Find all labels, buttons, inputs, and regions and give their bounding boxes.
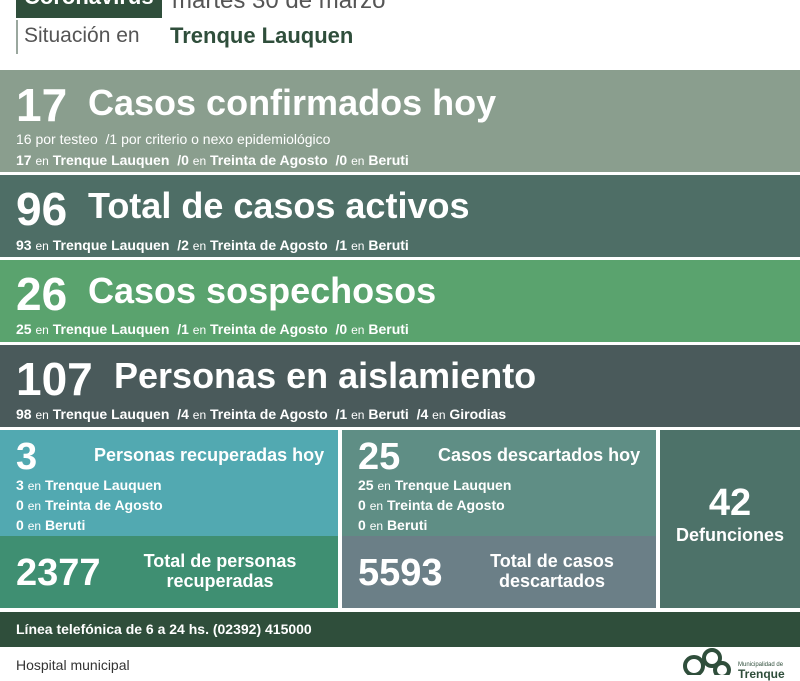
recovered-today-tile: 3 Personas recuperadas hoy 3 en Trenque …: [0, 430, 338, 536]
recovered-total-tile: 2377 Total de personas recuperadas: [0, 536, 338, 608]
confirmed-band: 17 Casos confirmados hoy 16 por testeo /…: [0, 70, 800, 172]
suspected-detail: 25 en Trenque Lauquen /1 en Treinta de A…: [16, 321, 409, 337]
recovered-row: 0 en Beruti: [16, 517, 86, 533]
recovered-row: 3 en Trenque Lauquen: [16, 477, 162, 493]
deaths-count: 42: [708, 482, 752, 524]
discarded-row: 0 en Treinta de Agosto: [358, 497, 505, 513]
hospital-label: Hospital municipal: [16, 657, 130, 673]
active-count: 96: [16, 183, 68, 235]
discarded-row: 0 en Beruti: [358, 517, 428, 533]
discarded-total-label: Total de casos descartados: [490, 551, 614, 591]
recovered-row: 0 en Treinta de Agosto: [16, 497, 163, 513]
header-date: martes 30 de marzo: [172, 0, 386, 14]
confirmed-detail-1: 16 por testeo /1 por criterio o nexo epi…: [16, 131, 331, 147]
phone-line: Línea telefónica de 6 a 24 hs. (02392) 4…: [0, 612, 800, 647]
isolation-detail: 98 en Trenque Lauquen /4 en Treinta de A…: [16, 406, 507, 422]
confirmed-title: Casos confirmados hoy: [88, 82, 497, 123]
situation-label: Situación en: [24, 24, 140, 47]
recovered-total-count: 2377: [16, 552, 101, 594]
active-title: Total de casos activos: [88, 185, 470, 226]
header-divider: [16, 20, 18, 54]
city-name: Trenque Lauquen: [170, 23, 354, 48]
discarded-today-count: 25: [358, 436, 401, 478]
active-detail: 93 en Trenque Lauquen /2 en Treinta de A…: [16, 237, 409, 253]
discarded-total-count: 5593: [358, 552, 443, 594]
isolation-title: Personas en aislamiento: [114, 355, 537, 396]
recovered-today-count: 3: [16, 436, 38, 478]
confirmed-detail-2: 17 en Trenque Lauquen /0 en Treinta de A…: [16, 152, 409, 168]
municipality-logo: Municipalidad de Trenque: [682, 648, 792, 680]
active-band: 96 Total de casos activos 93 en Trenque …: [0, 175, 800, 257]
discarded-total-tile: 5593 Total de casos descartados: [342, 536, 656, 608]
discarded-today-title: Casos descartados hoy: [438, 445, 641, 465]
suspected-title: Casos sospechosos: [88, 270, 437, 311]
confirmed-count: 17: [16, 79, 68, 131]
deaths-tile: 42 Defunciones: [660, 430, 800, 608]
recovered-today-title: Personas recuperadas hoy: [94, 445, 325, 465]
isolation-count: 107: [16, 353, 93, 405]
recovered-total-label: Total de personas recuperadas: [143, 551, 297, 591]
logo-big-text: Trenque: [738, 667, 785, 681]
discarded-today-tile: 25 Casos descartados hoy 25 en Trenque L…: [342, 430, 656, 536]
isolation-band: 107 Personas en aislamiento 98 en Trenqu…: [0, 345, 800, 427]
suspected-count: 26: [16, 268, 68, 320]
deaths-label: Defunciones: [675, 525, 785, 545]
header-badge: Coronavirus: [16, 0, 162, 18]
discarded-row: 25 en Trenque Lauquen: [358, 477, 512, 493]
suspected-band: 26 Casos sospechosos 25 en Trenque Lauqu…: [0, 260, 800, 342]
logo-small-text: Municipalidad de: [738, 662, 784, 668]
